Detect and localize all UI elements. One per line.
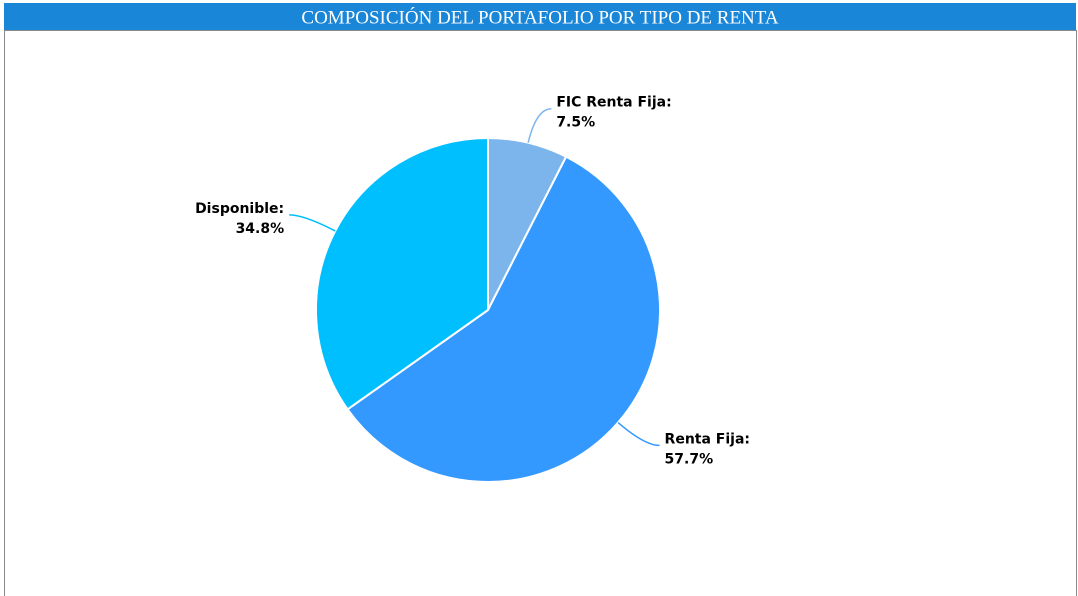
slice-label: FIC Renta Fija:	[556, 95, 671, 111]
connector-line	[527, 107, 552, 143]
slice-label: Renta Fija:	[665, 431, 750, 447]
title-bar	[4, 3, 1076, 30]
panel-border	[4, 30, 1077, 596]
chart-title: COMPOSICIÓN DEL PORTAFOLIO POR TIPO DE R…	[301, 6, 778, 28]
slice-value-label: 57.7%	[665, 451, 714, 467]
connector-line	[289, 214, 336, 232]
pie-slice	[315, 136, 489, 411]
connector-line	[617, 421, 660, 447]
slice-value-label: 7.5%	[556, 115, 595, 131]
slice-label: Disponible:	[195, 201, 284, 217]
slice-value-label: 34.8%	[236, 221, 285, 237]
